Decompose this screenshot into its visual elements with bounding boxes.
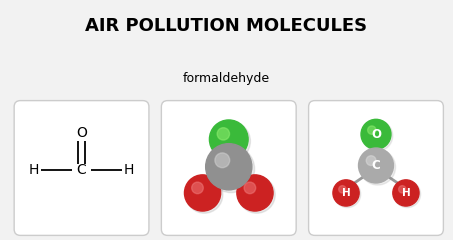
Circle shape: [237, 175, 273, 211]
Text: C: C: [77, 163, 87, 178]
Circle shape: [192, 182, 203, 194]
Circle shape: [362, 120, 393, 151]
Text: O: O: [76, 126, 87, 140]
Text: C: C: [371, 159, 381, 172]
Circle shape: [360, 150, 395, 185]
Circle shape: [358, 148, 394, 183]
Circle shape: [207, 145, 255, 193]
Circle shape: [334, 181, 361, 208]
Circle shape: [367, 126, 376, 134]
Circle shape: [333, 180, 359, 206]
FancyBboxPatch shape: [308, 101, 443, 235]
Text: H: H: [342, 188, 351, 198]
Circle shape: [394, 181, 421, 208]
Text: O: O: [371, 128, 381, 141]
Circle shape: [217, 128, 230, 140]
Circle shape: [215, 153, 230, 168]
Circle shape: [339, 186, 346, 193]
Text: H: H: [124, 163, 134, 178]
Circle shape: [186, 176, 223, 213]
Text: H: H: [401, 188, 410, 198]
Circle shape: [361, 119, 391, 149]
Circle shape: [206, 144, 252, 190]
Circle shape: [393, 180, 419, 206]
Circle shape: [244, 182, 255, 194]
FancyBboxPatch shape: [14, 101, 149, 235]
Text: H: H: [29, 163, 39, 178]
Circle shape: [211, 121, 251, 161]
Text: formaldehyde: formaldehyde: [183, 72, 270, 85]
Circle shape: [209, 120, 248, 159]
Text: AIR POLLUTION MOLECULES: AIR POLLUTION MOLECULES: [86, 17, 367, 35]
FancyBboxPatch shape: [161, 101, 296, 235]
Circle shape: [366, 156, 376, 166]
Circle shape: [184, 175, 221, 211]
Circle shape: [399, 186, 406, 193]
Circle shape: [238, 176, 275, 213]
